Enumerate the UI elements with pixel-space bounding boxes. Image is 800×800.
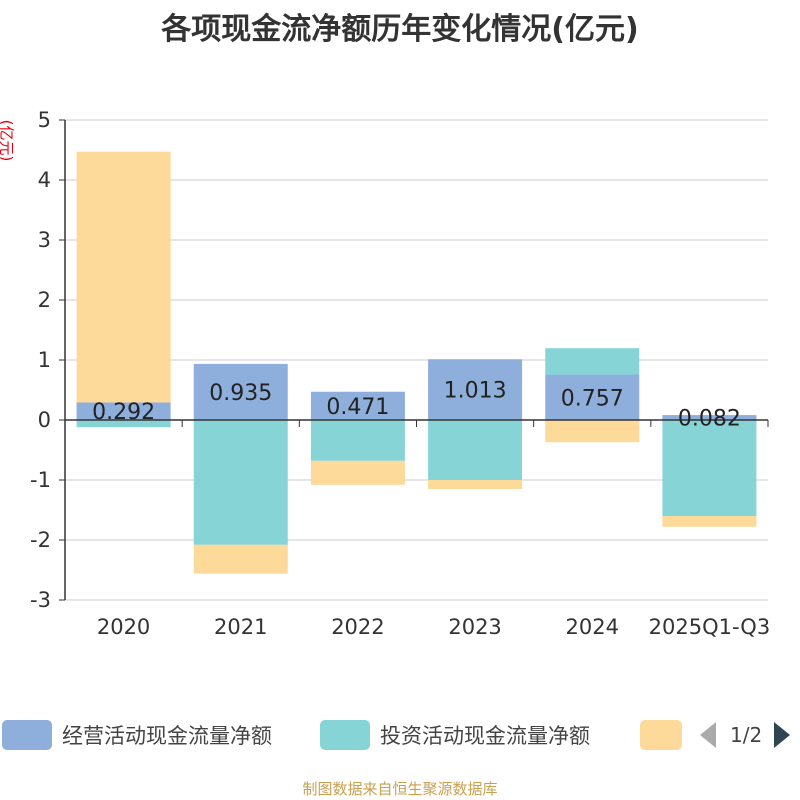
legend-prev-arrow-icon[interactable]: [700, 722, 716, 748]
y-tick-label: -3: [30, 588, 51, 612]
data-label-operating: 0.935: [209, 381, 272, 406]
y-tick-label: -1: [30, 468, 51, 492]
y-tick-label: 4: [38, 168, 51, 192]
legend-item-operating[interactable]: 经营活动现金流量净额: [2, 720, 272, 750]
bar-financing-2022: [310, 460, 405, 485]
legend-next-arrow-icon[interactable]: [774, 722, 791, 748]
bar-investing-2024: [545, 348, 640, 375]
bar-investing-2023: [428, 420, 523, 480]
y-tick-label: 1: [38, 348, 51, 372]
x-tick-label: 2022: [331, 615, 384, 639]
legend-item-investing[interactable]: 投资活动现金流量净额: [320, 720, 590, 750]
legend-label-operating: 经营活动现金流量净额: [62, 724, 272, 748]
bar-operating-2024: [545, 374, 640, 420]
bar-operating-2020: [76, 402, 171, 420]
x-tick-label: 2021: [214, 615, 267, 639]
legend-item-financing[interactable]: [640, 720, 682, 750]
chart-area: -3 -2 -1 0 1 2 3 4 5 2020 2021 2022 2023 2024 2025Q1-Q…: [30, 108, 771, 639]
bar-financing-2021: [193, 544, 288, 574]
data-label-operating: 0.757: [561, 386, 624, 411]
x-tick-label: 2020: [97, 615, 150, 639]
y-tick-label: 3: [38, 228, 51, 252]
chart-title: 各项现金流净额历年变化情况(亿元): [161, 12, 639, 47]
data-label-operating: 0.292: [92, 400, 155, 425]
legend-page-indicator: 1/2: [730, 723, 763, 747]
bar-operating-2025Q1-Q3: [662, 415, 757, 420]
bar-investing-2021: [193, 420, 288, 545]
legend-pager: 1/2: [700, 720, 791, 750]
legend-label-investing: 投资活动现金流量净额: [380, 724, 590, 748]
bar-investing-2020: [76, 420, 171, 428]
legend-swatch-investing: [320, 720, 370, 750]
y-tick-label: -2: [30, 528, 51, 552]
legend-swatch-financing: [640, 720, 682, 750]
bar-financing-2025Q1-Q3: [662, 516, 757, 527]
bar-operating-2023: [428, 359, 523, 420]
y-tick-label: 5: [38, 108, 51, 132]
bar-investing-2022: [310, 420, 405, 461]
data-label-operating: 1.013: [444, 379, 507, 404]
bar-financing-2024: [545, 420, 640, 443]
legend-swatch-operating: [2, 720, 52, 750]
bar-operating-2021: [193, 363, 288, 420]
bar-operating-2022: [310, 391, 405, 420]
bar-investing-2025Q1-Q3: [662, 420, 757, 516]
x-tick-label: 2023: [448, 615, 501, 639]
x-tick-label: 2024: [566, 615, 619, 639]
y-tick-label: 0: [38, 408, 51, 432]
source-note: 制图数据来自恒生聚源数据库: [302, 780, 498, 798]
data-label-operating: 0.082: [678, 407, 741, 432]
bar-financing-2023: [428, 480, 523, 489]
bar-financing-2020: [76, 151, 171, 403]
y-tick-label: 2: [38, 288, 51, 312]
legend: 经营活动现金流量净额 投资活动现金流量净额 1/2: [0, 712, 800, 756]
data-label-operating: 0.471: [326, 395, 389, 420]
x-tick-label: 2025Q1-Q3: [649, 615, 771, 639]
